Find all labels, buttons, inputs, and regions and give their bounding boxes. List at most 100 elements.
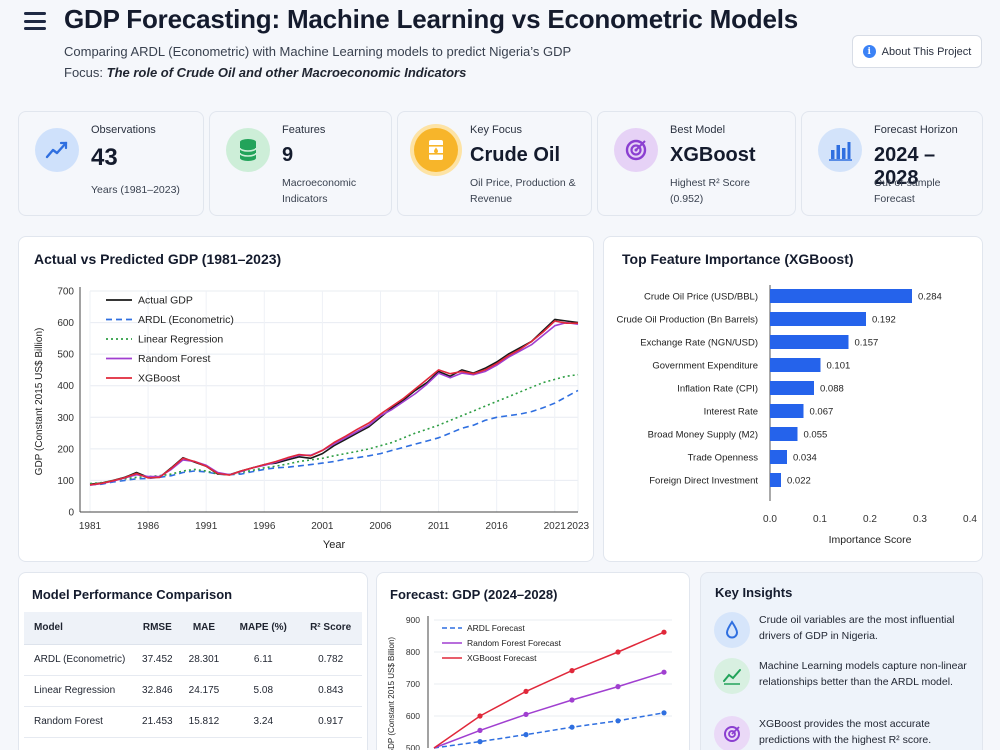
stat-card-best-model: Best Model XGBoost Highest R² Score (0.9… <box>597 111 796 216</box>
legend-label: Linear Regression <box>138 334 223 346</box>
page-title: GDP Forecasting: Machine Learning vs Eco… <box>64 4 799 34</box>
category-label: Government Expenditure <box>652 361 758 372</box>
category-label: Exchange Rate (NGN/USD) <box>640 338 758 349</box>
performance-table: Model RMSE MAE MAPE (%) R² Score ARDL (E… <box>24 612 362 738</box>
stat-label: Forecast Horizon <box>874 124 958 136</box>
table-row: Random Forest 21.453 15.812 3.24 0.917 <box>24 706 362 738</box>
bar <box>770 450 787 464</box>
table-cell: Linear Regression <box>24 675 134 707</box>
series-line-xgb <box>89 320 578 486</box>
data-point <box>523 732 529 738</box>
legend-label: Random Forest <box>138 353 210 365</box>
y-tick-label: 600 <box>406 711 420 721</box>
table-header: RMSE <box>134 612 181 645</box>
bar <box>770 427 798 441</box>
trend-icon <box>714 658 750 694</box>
bar <box>770 381 814 395</box>
series-line-linear <box>89 373 579 485</box>
x-tick-label: 2011 <box>428 521 450 532</box>
table-cell: 15.812 <box>180 706 228 738</box>
stat-sub: Highest R² Score (0.952) <box>670 177 750 205</box>
table-header: MAPE (%) <box>227 612 300 645</box>
table-cell: 28.301 <box>180 644 228 676</box>
x-tick-label: 2021 <box>544 521 567 532</box>
data-point <box>569 668 575 674</box>
y-tick-label: 800 <box>406 647 420 657</box>
stat-label: Observations <box>91 124 156 136</box>
panel-title: Model Performance Comparison <box>32 587 233 602</box>
focus-prefix: Focus: <box>64 65 107 80</box>
stat-sub: Out-of-sample Forecast <box>874 177 941 205</box>
data-point <box>661 710 667 716</box>
database-icon <box>226 128 270 172</box>
legend-label: ARDL (Econometric) <box>138 314 234 326</box>
stat-value: XGBoost <box>670 144 756 166</box>
actual-vs-predicted-panel: Actual vs Predicted GDP (1981–2023) <box>18 236 594 562</box>
chart-title: Forecast: GDP (2024–2028) <box>390 587 558 602</box>
x-tick-label: 2001 <box>311 521 334 532</box>
stat-label: Key Focus <box>470 124 522 136</box>
legend-label: XGBoost Forecast <box>467 653 537 663</box>
data-point <box>661 629 667 635</box>
target-icon <box>714 716 750 750</box>
x-tick-label: 2006 <box>369 521 392 532</box>
stat-value: 2024 – 2028 <box>874 144 936 189</box>
stat-card-forecast-horizon: Forecast Horizon 2024 – 2028 Out-of-samp… <box>801 111 983 216</box>
chart-title: Top Feature Importance (XGBoost) <box>622 251 854 267</box>
chart-title: Actual vs Predicted GDP (1981–2023) <box>34 251 282 267</box>
page-focus: Focus: The role of Crude Oil and other M… <box>64 65 466 80</box>
stat-sub: Years (1981–2023) <box>91 184 180 196</box>
key-insights-panel: Key Insights <box>700 572 983 750</box>
data-point <box>615 649 621 655</box>
table-cell: 21.453 <box>134 706 181 738</box>
info-icon: i <box>862 45 876 58</box>
data-label: 0.055 <box>804 430 828 441</box>
series-line-rf <box>89 321 579 486</box>
focus-text: The role of Crude Oil and other Macroeco… <box>106 65 467 80</box>
y-tick-label: 200 <box>57 444 74 455</box>
x-tick-label: 1986 <box>137 521 160 532</box>
droplet-icon <box>714 612 750 648</box>
data-label: 0.192 <box>872 315 896 326</box>
y-tick-label: 600 <box>57 318 74 329</box>
x-tick-label: 0.2 <box>863 514 877 525</box>
oil-barrel-icon <box>414 128 458 172</box>
bar <box>770 335 849 349</box>
menu-icon[interactable] <box>24 12 46 30</box>
about-project-button[interactable]: i About This Project <box>852 35 982 68</box>
stat-sub: Oil Price, Production & Revenue <box>470 177 576 205</box>
bar <box>770 289 912 303</box>
y-axis-label: GDP (Constant 2015 US$ Billion) <box>34 328 45 476</box>
data-label: 0.067 <box>810 407 834 418</box>
data-point <box>615 684 621 690</box>
forecast-line-ardl <box>433 712 665 749</box>
bar <box>770 473 781 487</box>
x-tick-label: 0.1 <box>813 514 827 525</box>
data-label: 0.022 <box>787 476 811 487</box>
table-cell: Random Forest <box>24 706 134 738</box>
stat-card-key-focus: Key Focus Crude Oil Oil Price, Productio… <box>397 111 592 216</box>
table-cell: 0.917 <box>299 706 362 738</box>
stat-card-features: Features 9 Macroeconomic Indicators <box>209 111 392 216</box>
data-point <box>477 727 483 733</box>
data-point <box>523 688 529 694</box>
table-cell: 3.24 <box>227 706 300 738</box>
table-cell: 37.452 <box>134 644 181 676</box>
y-tick-label: 100 <box>57 476 74 487</box>
table-row: ARDL (Econometric) 37.452 28.301 6.11 0.… <box>24 644 362 676</box>
category-label: Trade Openness <box>688 453 759 464</box>
stat-sub: Macroeconomic Indicators <box>282 177 357 205</box>
category-label: Broad Money Supply (M2) <box>648 430 758 441</box>
forecast-line-rf <box>433 671 665 749</box>
insight-text: Machine Learning models capture non-line… <box>759 660 967 688</box>
table-cell: ARDL (Econometric) <box>24 644 134 676</box>
x-tick-label: 1996 <box>253 521 276 532</box>
data-point <box>569 724 575 730</box>
line-chart-icon <box>35 128 79 172</box>
data-point <box>477 739 483 745</box>
bar-chart-icon <box>818 128 862 172</box>
y-tick-label: 400 <box>57 381 74 392</box>
x-axis-label: Importance Score <box>829 534 912 546</box>
table-cell: 24.175 <box>180 675 228 707</box>
x-tick-label: 1991 <box>195 521 218 532</box>
